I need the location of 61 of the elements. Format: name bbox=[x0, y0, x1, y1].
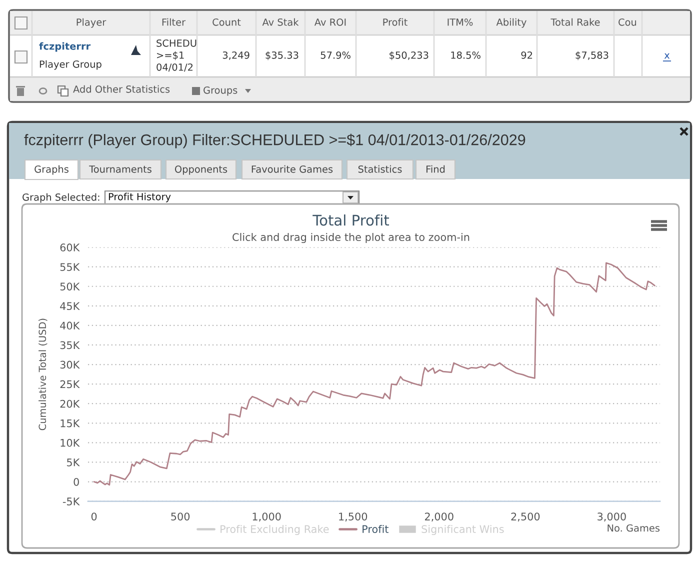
x-tick-label: 2,500 bbox=[511, 512, 540, 522]
x-tick-label: 3,000 bbox=[598, 512, 626, 522]
text: Find bbox=[426, 165, 445, 173]
text: Favourite Games bbox=[252, 165, 333, 173]
text: Graph Selected: bbox=[22, 193, 100, 203]
y-tick-label: 40K bbox=[60, 322, 80, 330]
text: $35.33 bbox=[266, 51, 298, 60]
text: Opponents bbox=[174, 165, 228, 175]
x-tick-label: 1,500 bbox=[339, 512, 368, 522]
y-tick-label: 45K bbox=[60, 302, 80, 310]
text: Statistics bbox=[358, 165, 402, 173]
x-tick-label: 1,000 bbox=[252, 512, 281, 522]
text: x bbox=[664, 53, 670, 59]
text: $50,233 bbox=[390, 51, 428, 60]
y-tick-label: 5K bbox=[67, 458, 80, 466]
y-tick-label: 25K bbox=[60, 380, 80, 388]
y-tick-label: 55K bbox=[60, 263, 80, 271]
text: Cou bbox=[618, 18, 636, 26]
y-tick-label: 60K bbox=[60, 244, 80, 252]
text: Ability bbox=[496, 18, 526, 28]
text: Player Group bbox=[40, 60, 102, 70]
y-tick-label: 50K bbox=[60, 282, 80, 290]
text: 18.5% bbox=[451, 51, 480, 59]
y-tick-label: 0 bbox=[74, 478, 79, 486]
text: Filter bbox=[162, 18, 186, 26]
text: Player bbox=[76, 18, 106, 28]
x-tick-label: 500 bbox=[171, 512, 190, 520]
line-series bbox=[93, 262, 656, 486]
text: $7,583 bbox=[576, 51, 608, 60]
x-tick-label: 2,000 bbox=[424, 512, 454, 522]
chart-subtitle: Click and drag inside the plot area to zoom-in bbox=[232, 232, 470, 244]
text: Av ROI bbox=[314, 18, 346, 26]
text: Profit History bbox=[108, 192, 171, 202]
text: Av Stak bbox=[262, 18, 299, 26]
text: 92 bbox=[521, 51, 532, 59]
x-axis-title: No. Games bbox=[608, 524, 660, 532]
text: Add Other Statistics bbox=[73, 85, 170, 93]
y-tick-label: -5K bbox=[62, 498, 80, 506]
text: 04/01/2 bbox=[156, 63, 193, 72]
text: fczpiterrr (Player Group) Filter:SCHEDULED >=$1 04/01/2013-01/26/2029 bbox=[24, 134, 526, 148]
y-tick-label: 35K bbox=[60, 341, 80, 350]
x-tick-label: 0 bbox=[91, 512, 97, 520]
legend-label: Profit bbox=[362, 524, 389, 534]
text: 57.9% bbox=[320, 51, 350, 59]
text: Tournaments bbox=[89, 166, 152, 173]
text: 3,249 bbox=[222, 51, 250, 60]
chart-title: Total Profit bbox=[312, 214, 390, 226]
text: Graphs bbox=[34, 165, 68, 175]
y-tick-label: 20K bbox=[60, 400, 80, 408]
text: Groups bbox=[204, 86, 238, 96]
text: ITM% bbox=[448, 18, 473, 26]
text: Total Rake bbox=[550, 18, 600, 26]
text: Profit bbox=[383, 18, 408, 26]
y-tick-label: 10K bbox=[60, 438, 80, 447]
text: >=$1 bbox=[157, 51, 184, 60]
text: Count bbox=[212, 18, 241, 26]
text: SCHEDU bbox=[156, 39, 196, 47]
y-tick-label: 15K bbox=[60, 420, 80, 428]
text: fczpiterrr bbox=[39, 42, 91, 52]
y-tick-label: 30K bbox=[60, 360, 80, 369]
y-axis-title: Cumulative Total (USD) bbox=[38, 318, 48, 430]
